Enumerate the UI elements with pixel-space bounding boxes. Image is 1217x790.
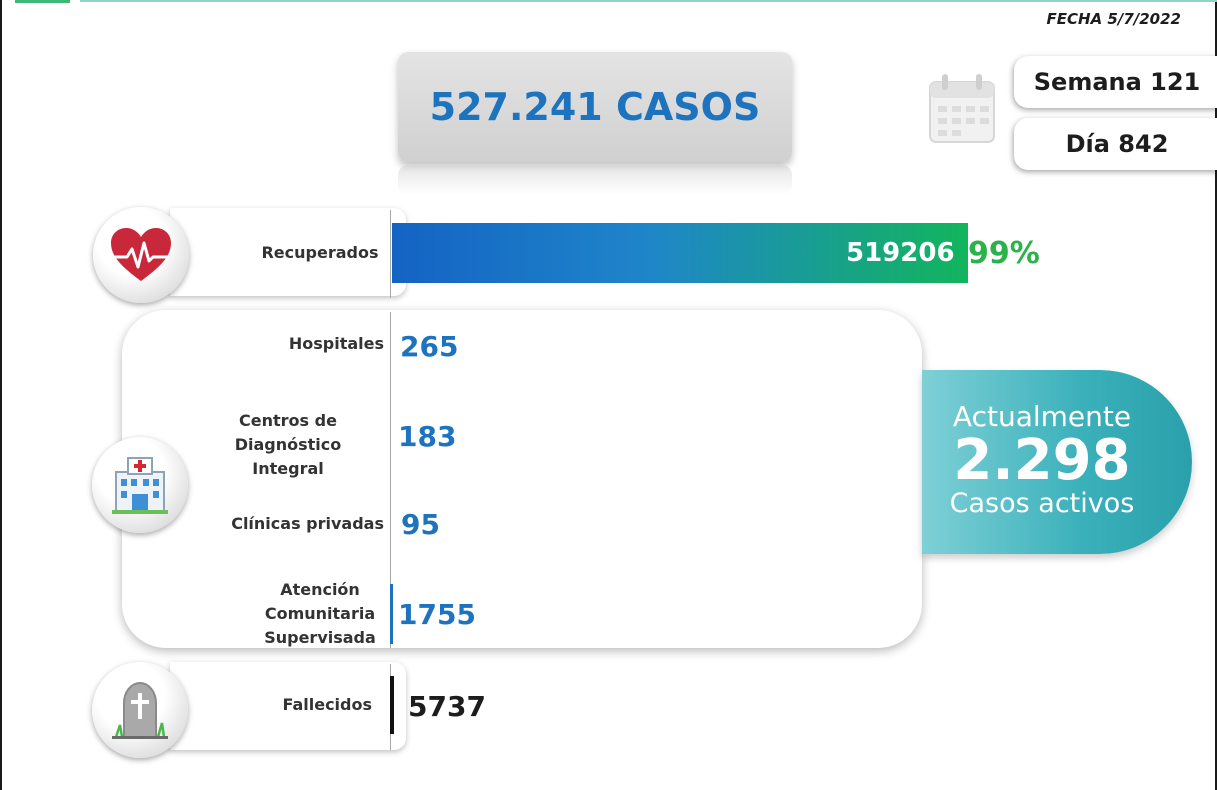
cdi-label: Centros de Diagnóstico Integral [198,409,378,481]
active-cases-title: Actualmente [952,400,1132,433]
total-cases-value: 527.241 CASOS [429,85,761,129]
heart-pulse-icon [93,207,189,303]
active-cases-badge: Actualmente 2.298 Casos activos [922,370,1192,554]
top-corner-accent [15,0,70,3]
recovered-divider [390,210,391,298]
community-bar [390,584,393,644]
clinics-value: 95 [401,508,440,541]
care-divider [390,312,391,648]
cdi-value: 183 [398,420,457,453]
active-cases-subtitle: Casos activos [949,488,1135,519]
week-counter: Semana 121 [1014,56,1217,108]
community-label-line3: Supervisada [264,628,376,647]
hospital-icon [92,437,188,533]
top-border-line [80,0,1217,2]
calendar-icon [928,72,996,144]
active-cases-value: 2.298 [953,428,1131,493]
community-label: Atención Comunitaria Supervisada [254,578,386,650]
hospitals-value: 265 [400,330,459,363]
recovered-label: Recuperados [261,243,379,262]
week-label: Semana 121 [1033,68,1201,96]
recovered-bar [392,223,968,283]
community-label-line1: Atención [280,580,360,599]
report-date: FECHA 5/7/2022 [1046,10,1181,28]
deaths-value: 5737 [408,690,486,723]
deaths-label-card [170,662,406,750]
hospitals-label: Hospitales [288,334,384,353]
frame-right-border [1215,0,1217,790]
recovered-label-card [170,208,406,296]
total-cases-reflection [398,165,792,195]
community-value: 1755 [398,598,476,631]
recovered-value: 519206 [846,238,955,268]
recovered-percent: 99% [968,236,1040,271]
care-locations-card [122,310,922,648]
community-label-line2: Comunitaria [264,604,376,623]
cdi-label-line2: Diagnóstico Integral [234,435,342,478]
day-counter: Día 842 [1014,118,1217,170]
cdi-label-line1: Centros de [239,411,337,430]
frame-left-border [0,0,2,790]
total-cases-box: 527.241 CASOS [398,52,792,162]
grave-icon [92,662,188,758]
deaths-bar [390,676,394,734]
deaths-label: Fallecidos [282,695,372,714]
day-label: Día 842 [1065,130,1169,158]
clinics-label: Clínicas privadas [231,514,384,533]
